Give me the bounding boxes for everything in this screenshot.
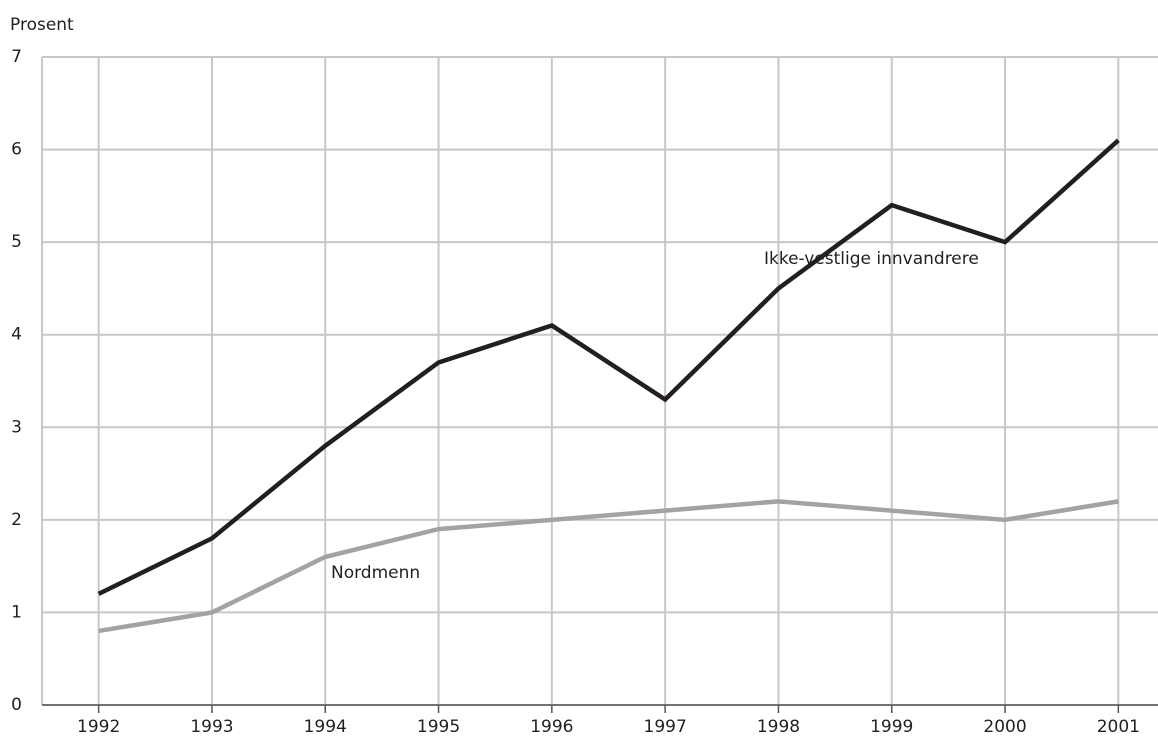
series-line: [97, 138, 1120, 596]
x-tick-label: 1993: [190, 717, 233, 737]
x-tick-label: 1997: [644, 717, 687, 737]
y-tick-label: 2: [11, 510, 22, 530]
y-tick-label: 5: [11, 232, 22, 252]
y-tick-label: 7: [11, 47, 22, 67]
x-tick-label: 2000: [983, 717, 1026, 737]
y-tick-label: 4: [11, 325, 22, 345]
x-tick-label: 1992: [77, 717, 120, 737]
series-line: [98, 499, 1119, 634]
x-tick-label: 1995: [417, 717, 460, 737]
x-tick-label: 1996: [530, 717, 573, 737]
x-tick-label: 1999: [870, 717, 913, 737]
series-label: Nordmenn: [331, 563, 420, 583]
series-label: Ikke-vestlige innvandrere: [764, 249, 979, 269]
y-tick-label: 6: [11, 140, 22, 160]
y-tick-label: 3: [11, 417, 22, 437]
y-tick-label: 0: [11, 695, 22, 715]
y-tick-label: 1: [11, 602, 22, 622]
x-tick-label: 1998: [757, 717, 800, 737]
x-tick-label: 1994: [304, 717, 347, 737]
y-axis-label: Prosent: [10, 15, 74, 35]
x-tick-label: 2001: [1097, 717, 1140, 737]
